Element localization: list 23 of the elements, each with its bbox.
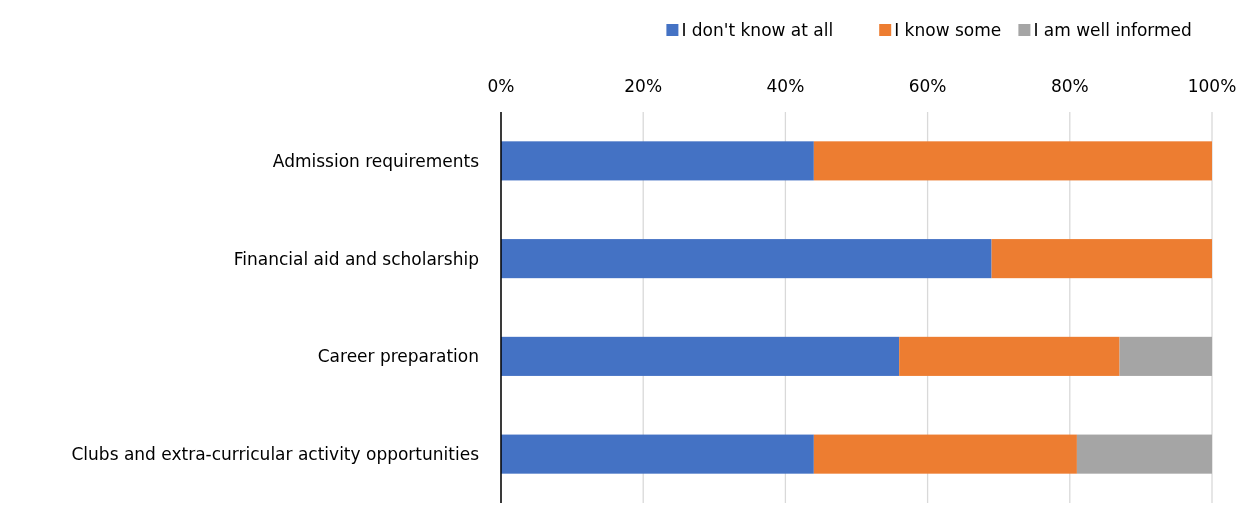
bar xyxy=(501,239,992,279)
bar xyxy=(501,141,814,181)
y-tick-label: Clubs and extra-curricular activity opportunities xyxy=(71,444,480,465)
bar xyxy=(991,239,1212,279)
bar xyxy=(1119,336,1212,376)
legend-label: I know some xyxy=(894,19,1002,40)
y-tick-label: Financial aid and scholarship xyxy=(233,248,479,269)
legend-label: I am well informed xyxy=(1033,19,1192,40)
x-tick-label: 60% xyxy=(908,76,947,96)
x-tick-label: 100% xyxy=(1187,76,1237,96)
y-tick-label: Admission requirements xyxy=(272,150,480,171)
bar xyxy=(813,434,1077,474)
x-tick-label: 80% xyxy=(1050,76,1089,96)
bar xyxy=(501,434,814,474)
x-tick-label: 0% xyxy=(487,76,515,96)
bar xyxy=(899,336,1120,376)
bar xyxy=(501,336,900,376)
y-tick-label: Career preparation xyxy=(317,346,479,367)
bar xyxy=(1076,434,1212,474)
x-tick-label: 20% xyxy=(624,76,663,96)
x-tick-label: 40% xyxy=(766,76,805,96)
bar xyxy=(813,141,1212,181)
legend-label: I don't know at all xyxy=(681,19,834,40)
